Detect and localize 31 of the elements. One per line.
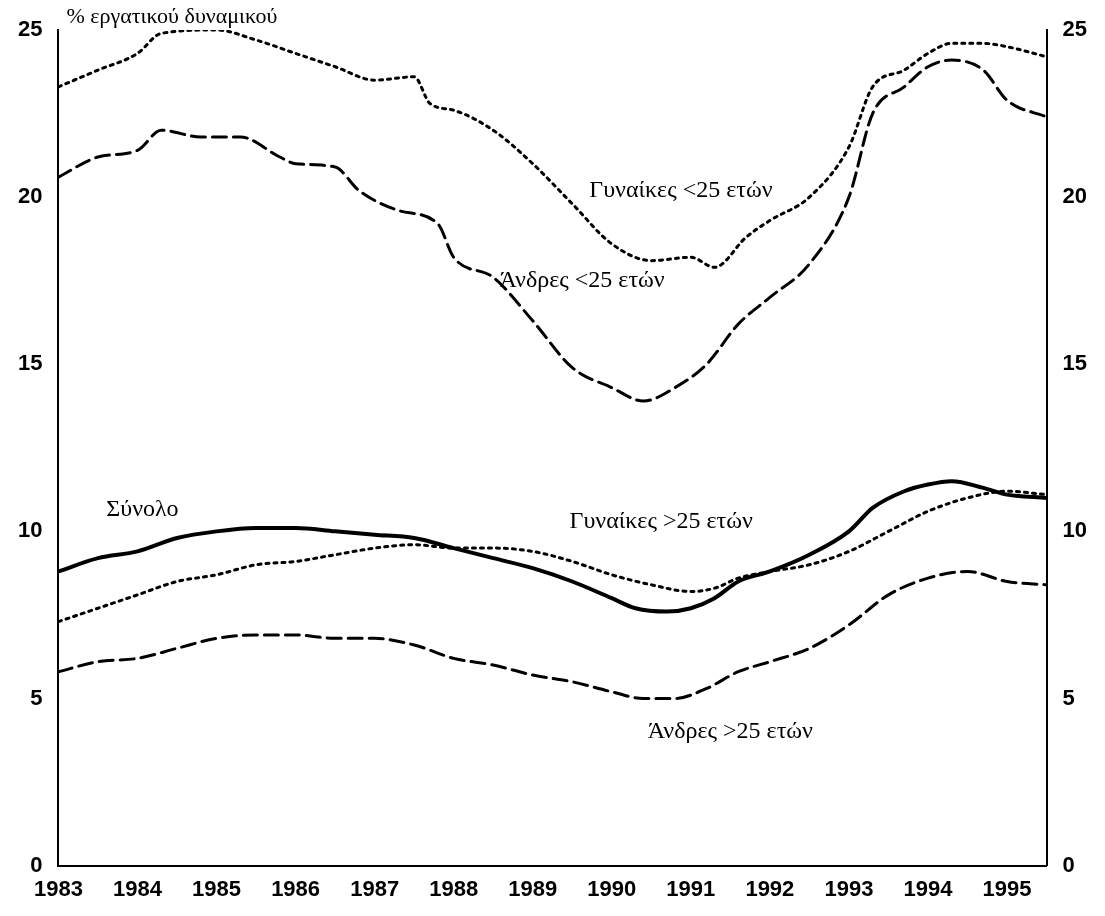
x-tick-label: 1990 <box>587 875 637 901</box>
x-tick-label: 1995 <box>982 875 1032 901</box>
x-tick-label: 1992 <box>745 875 795 901</box>
x-tick-label: 1993 <box>824 875 874 901</box>
x-tick-label: 1985 <box>192 875 242 901</box>
y2-tick-label: 10 <box>1062 517 1088 543</box>
y-axis-title: % εργατικού δυναμικού <box>66 2 278 28</box>
y2-tick-label: 0 <box>1062 851 1075 877</box>
y-tick-label: 5 <box>30 684 43 710</box>
y2-tick-label: 20 <box>1062 183 1088 209</box>
x-tick-label: 1988 <box>429 875 479 901</box>
x-tick-label: 1983 <box>33 875 83 901</box>
series-label: Άνδρες >25 ετών <box>647 717 814 744</box>
series-label: Γυναίκες <25 ετών <box>589 175 773 202</box>
x-tick-label: 1994 <box>903 875 954 901</box>
y-tick-label: 20 <box>17 183 43 209</box>
x-tick-label: 1986 <box>271 875 321 901</box>
y-tick-label: 25 <box>17 16 43 42</box>
x-tick-label: 1991 <box>666 875 716 901</box>
y2-tick-label: 15 <box>1062 350 1088 376</box>
series-label: Άνδρες <25 ετών <box>499 265 665 292</box>
series-label: Σύνολο <box>106 494 179 521</box>
x-tick-label: 1989 <box>508 875 558 901</box>
x-tick-label: 1987 <box>350 875 400 901</box>
x-tick-label: 1984 <box>113 875 163 901</box>
y-tick-label: 15 <box>17 350 43 376</box>
y2-tick-label: 25 <box>1062 16 1088 42</box>
series-label: Γυναίκες >25 ετών <box>569 506 753 533</box>
y-tick-label: 10 <box>17 517 43 543</box>
y2-tick-label: 5 <box>1062 684 1075 710</box>
y-tick-label: 0 <box>30 851 43 877</box>
